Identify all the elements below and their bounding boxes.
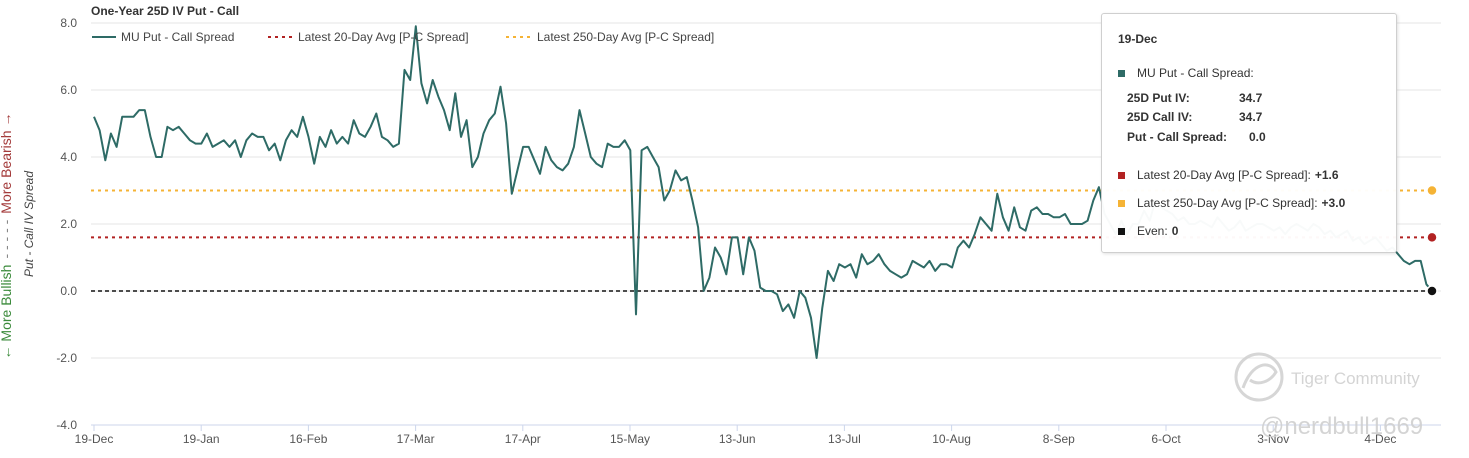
bull-bear-label: ← More Bullish - - - - - More Bearish → bbox=[0, 113, 14, 360]
x-tick-label: 16-Feb bbox=[289, 432, 327, 446]
y-tick-label: -4.0 bbox=[56, 418, 77, 432]
tooltip-put-iv: 25D Put IV: 34.7 bbox=[1127, 91, 1262, 105]
x-tick-label: 6-Oct bbox=[1151, 432, 1181, 446]
tooltip-avg20-row: Latest 20-Day Avg [P-C Spread]: +1.6 bbox=[1118, 168, 1339, 182]
tooltip-even-row: Even: 0 bbox=[1118, 224, 1178, 238]
tooltip-even-label: Even: bbox=[1137, 224, 1168, 238]
x-tick-label: 19-Dec bbox=[75, 432, 114, 446]
call-iv-label: 25D Call IV: bbox=[1127, 110, 1193, 124]
tooltip-series-label: MU Put - Call Spread: bbox=[1137, 66, 1254, 80]
tiger-logo-swoosh-icon bbox=[1241, 363, 1278, 389]
watermark: Tiger Community @nerdbull1669 bbox=[1234, 352, 1423, 440]
spread-label: Put - Call Spread: bbox=[1127, 130, 1228, 144]
legend-item-series[interactable]: MU Put - Call Spread bbox=[121, 30, 234, 44]
y-tick-label: 0.0 bbox=[60, 284, 77, 298]
legend-item-avg250[interactable]: Latest 250-Day Avg [P-C Spread] bbox=[537, 30, 714, 44]
x-tick-label: 13-Jun bbox=[719, 432, 756, 446]
x-tick-label: 19-Jan bbox=[183, 432, 220, 446]
tooltip-even-value: 0 bbox=[1171, 224, 1179, 238]
tooltip-avg250-row: Latest 250-Day Avg [P-C Spread]: +3.0 bbox=[1118, 196, 1345, 210]
y-tick-label: 8.0 bbox=[60, 16, 77, 30]
legend-item-avg20[interactable]: Latest 20-Day Avg [P-C Spread] bbox=[298, 30, 469, 44]
x-tick-label: 8-Sep bbox=[1043, 432, 1075, 446]
bullish-label: ← More Bullish bbox=[0, 265, 14, 360]
x-axis-ticks: 19-Dec 19-Jan 16-Feb 17-Mar 17-Apr 15-May 13-J… bbox=[75, 425, 1396, 446]
y-tick-label: 4.0 bbox=[60, 150, 77, 164]
tooltip-call-iv: 25D Call IV: 34.7 bbox=[1127, 110, 1262, 124]
tooltip-series-row: MU Put - Call Spread: bbox=[1118, 66, 1254, 80]
avg250-swatch-icon bbox=[1118, 199, 1125, 207]
tooltip-avg20-value: +1.6 bbox=[1314, 168, 1339, 182]
avg250-marker bbox=[1426, 184, 1438, 197]
watermark-brand: Tiger Community bbox=[1291, 369, 1420, 388]
avg20-marker bbox=[1426, 231, 1438, 244]
call-iv-value: 34.7 bbox=[1239, 110, 1263, 124]
put-iv-label: 25D Put IV: bbox=[1127, 91, 1190, 105]
y-tick-label: 6.0 bbox=[60, 83, 77, 97]
y-axis-ticks: 8.0 6.0 4.0 2.0 0.0 -2.0 -4.0 bbox=[56, 16, 77, 432]
bearish-label: More Bearish → bbox=[0, 113, 14, 214]
x-tick-label: 17-Mar bbox=[397, 432, 435, 446]
watermark-handle: @nerdbull1669 bbox=[1260, 413, 1423, 440]
tooltip-avg250-value: +3.0 bbox=[1321, 196, 1346, 210]
spread-value: 0.0 bbox=[1249, 130, 1266, 144]
tiger-logo-icon bbox=[1234, 352, 1284, 402]
legend: MU Put - Call Spread Latest 20-Day Avg [… bbox=[92, 30, 714, 44]
even-swatch-icon bbox=[1118, 227, 1125, 235]
tooltip-spread: Put - Call Spread: 0.0 bbox=[1127, 130, 1266, 144]
x-tick-label: 10-Aug bbox=[932, 432, 971, 446]
x-tick-label: 17-Apr bbox=[505, 432, 541, 446]
tooltip-date: 19-Dec bbox=[1118, 32, 1158, 46]
tooltip: 19-Dec MU Put - Call Spread: 25D Put IV:… bbox=[1101, 13, 1397, 253]
put-iv-value: 34.7 bbox=[1239, 91, 1263, 105]
avg20-swatch-icon bbox=[1118, 171, 1125, 179]
y-tick-label: 2.0 bbox=[60, 217, 77, 231]
series-swatch-icon bbox=[1118, 69, 1125, 77]
y-axis-title: Put - Call IV Spread bbox=[22, 171, 36, 277]
x-tick-label: 3-Nov bbox=[1257, 432, 1289, 446]
side-dashes: - - - - - bbox=[0, 219, 14, 258]
x-tick-label: 4-Dec bbox=[1364, 432, 1396, 446]
chart-title: One-Year 25D IV Put - Call bbox=[91, 4, 239, 18]
x-tick-label: 15-May bbox=[610, 432, 650, 446]
x-tick-label: 13-Jul bbox=[828, 432, 861, 446]
tooltip-avg250-label: Latest 250-Day Avg [P-C Spread]: bbox=[1137, 196, 1318, 210]
tooltip-avg20-label: Latest 20-Day Avg [P-C Spread]: bbox=[1137, 168, 1311, 182]
even-marker bbox=[1426, 285, 1438, 297]
y-tick-label: -2.0 bbox=[56, 351, 77, 365]
